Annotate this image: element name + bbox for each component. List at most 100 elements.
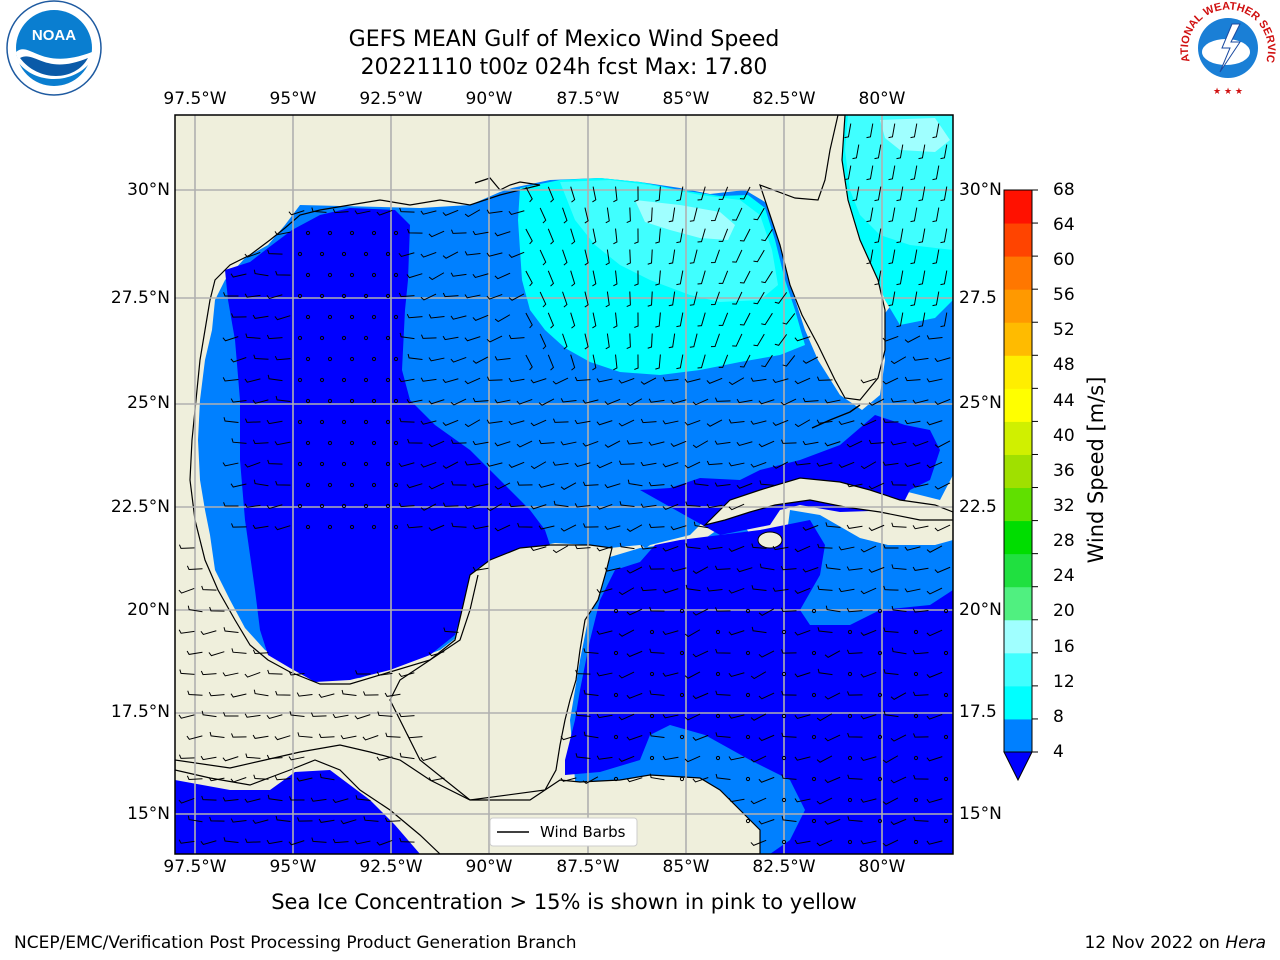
wind-barb [178,629,195,634]
wind-barb [244,503,261,508]
wind-barb [932,165,940,181]
wind-barb [318,693,335,698]
wind-barb [626,207,631,224]
date-text: 12 Nov 2022 on [1084,933,1220,953]
calm-sw-bay [175,770,420,854]
wind-barb [178,587,195,594]
wind-barb [420,420,437,425]
title-line2: 20221110 t00z 024h fcst Max: 17.80 [360,55,768,80]
wind-barb [912,566,929,571]
wind-barb [824,441,841,447]
wind-barb [266,294,283,300]
wind-barb [794,419,811,428]
wind-barb [824,776,841,784]
wind-barb-calm [371,356,377,362]
wind-barb [888,165,896,181]
wind-barb [844,123,852,139]
wind-barb [685,543,701,549]
wind-barb [904,546,921,551]
wind-barb [230,693,247,698]
wind-barb [846,483,863,488]
wind-barb-calm [363,335,369,341]
wind-barb-calm [781,713,787,719]
lon-tick-top: 90°W [465,89,513,109]
wind-barb [816,755,833,763]
wind-barb-calm [349,524,355,530]
wind-barb [252,439,269,444]
wind-barb [596,461,613,469]
wind-barb [926,629,943,637]
wind-barb [552,377,569,385]
lat-tick-left: 22.5°N [110,497,170,517]
wind-barb [750,839,767,846]
wind-barb-calm [847,797,853,803]
wind-barb [626,777,643,783]
wind-barb [890,734,907,742]
wind-barb-calm [305,524,311,530]
wind-barb [428,524,445,532]
wind-barb [750,377,767,382]
wind-barb [802,440,819,446]
wind-barb [464,251,481,256]
wind-barb [662,588,679,594]
wind-barb-calm [385,503,391,509]
wind-barb-calm [943,608,949,614]
wind-barb [274,735,291,741]
wind-barb [619,501,635,507]
wind-barb-calm [811,608,817,614]
wind-barb [486,462,503,467]
wind-barb [866,165,874,181]
wind-barb-calm [649,671,655,677]
wind-barb [252,524,269,529]
wind-barb [442,335,459,341]
wind-barb [311,837,327,843]
wind-barb [420,293,437,301]
wind-barb [592,228,597,245]
wind-barb [451,480,467,486]
lat-tick-left: 25°N [127,393,170,413]
wind-barb [670,440,687,447]
wind-barb [825,605,841,613]
wind-barb [354,840,371,845]
wind-barb-calm [393,524,399,530]
colorbar-segment [1004,520,1032,555]
wind-barb [230,777,247,783]
wind-barb [732,333,743,347]
wind-barb [866,123,874,139]
wind-barb [910,123,918,139]
wind-barb [824,818,841,825]
wind-barb [910,207,918,223]
wind-barb-calm [913,629,919,635]
colorbar-tick: 56 [1053,285,1075,305]
wind-barb [816,376,833,381]
wind-barb [626,291,631,308]
wind-barb [676,354,684,370]
wind-barb [613,312,618,329]
wind-barb [940,228,948,244]
wind-barb [761,270,773,284]
wind-barb [896,186,904,202]
wind-barb [926,587,943,595]
wind-barb [223,627,239,633]
wind-barb [420,251,437,258]
wind-barb [592,186,597,203]
wind-barb [824,692,841,700]
wind-barb-calm [679,692,685,698]
wind-barb [231,733,247,738]
wind-barb [662,755,679,761]
wind-barb [728,545,745,552]
wind-barb [450,272,467,277]
wind-barb [670,525,687,531]
wind-barb [662,462,679,468]
wind-barb [420,210,437,215]
wind-barb [311,207,327,213]
wind-barb [508,461,525,468]
wind-barb-calm [371,272,377,278]
wind-barb [187,605,203,613]
wind-barb [200,670,217,676]
branch-credit: NCEP/EMC/Verification Post Processing Pr… [14,933,577,953]
wind-barb [604,483,621,489]
wind-barb [508,293,525,301]
wind-barb [253,269,269,277]
wind-barb-calm [679,650,685,656]
